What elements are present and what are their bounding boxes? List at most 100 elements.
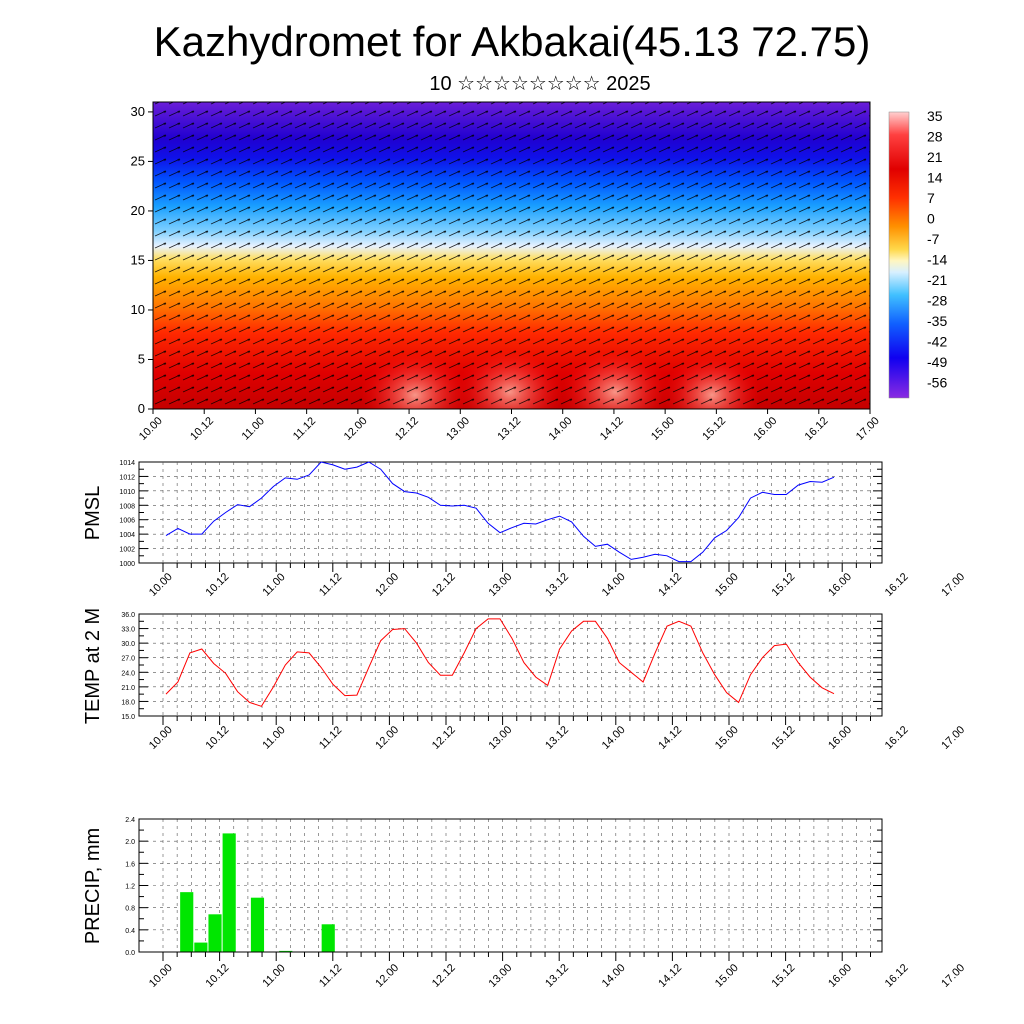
x-tick-label: 15.00 xyxy=(713,724,741,752)
heatmap-x-tick-label: 13.12 xyxy=(495,415,523,443)
x-tick-label: 13.00 xyxy=(487,962,515,990)
x-tick-label: 12.12 xyxy=(430,724,458,752)
heatmap-x-tick-label: 14.00 xyxy=(547,415,575,443)
heatmap-y-tick-label: 20 xyxy=(131,203,145,218)
precip-bars xyxy=(180,833,335,952)
heatmap-y-tick-label: 30 xyxy=(131,104,145,119)
heatmap-y-tick-label: 15 xyxy=(131,252,145,267)
colorbar-label: 7 xyxy=(927,190,935,206)
x-tick-label: 11.12 xyxy=(317,571,344,598)
y-tick-label: 1004 xyxy=(119,532,135,539)
colorbar-label: -49 xyxy=(927,354,947,370)
precip-grid xyxy=(139,819,882,952)
heatmap-y-tick-label: 0 xyxy=(138,401,145,416)
x-tick-label: 13.12 xyxy=(543,571,571,599)
precip-bar xyxy=(279,950,293,952)
x-tick-label: 10.00 xyxy=(147,724,175,752)
heatmap-x-tick-label: 12.00 xyxy=(342,415,370,443)
x-tick-label: 15.12 xyxy=(770,962,798,990)
heatmap-x-tick-label: 15.00 xyxy=(649,415,677,443)
y-tick-label: 18.0 xyxy=(121,699,135,706)
y-tick-label: 1.2 xyxy=(125,884,135,891)
temperature-heatmap-panel: 0 5 10 15 20 25 30 10.00 10.12 11.00 11.12 12.00 12… xyxy=(131,101,947,443)
x-tick-label: 11.00 xyxy=(260,962,287,989)
heatmap-x-tick-label: 15.12 xyxy=(700,415,728,443)
wind-vector-overlay xyxy=(153,102,870,409)
x-tick-label: 14.00 xyxy=(600,571,628,599)
x-tick-label: 14.00 xyxy=(600,724,628,752)
heatmap-x-tick-label: 10.12 xyxy=(188,415,216,443)
precip-y-axis: 0.0 0.4 0.8 1.2 1.6 2.0 2.4 xyxy=(125,817,882,957)
x-tick-label: 10.12 xyxy=(204,571,232,599)
temp-x-axis: 10.00 10.12 11.00 11.12 12.00 12.12 13.00 13.12… xyxy=(147,716,967,752)
temp-y-axis: 15.0 18.0 21.0 24.0 27.0 30.0 33.0 36.0 xyxy=(121,612,882,721)
y-tick-label: 0.4 xyxy=(125,928,135,935)
y-tick-label: 2.4 xyxy=(125,817,135,824)
x-tick-label: 11.12 xyxy=(317,724,344,751)
y-tick-label: 1000 xyxy=(119,561,135,568)
x-tick-label: 12.12 xyxy=(430,571,458,599)
x-tick-label: 10.12 xyxy=(204,962,232,990)
heatmap-x-tick-label: 11.12 xyxy=(291,415,318,442)
colorbar-label: -28 xyxy=(927,293,947,309)
pmsl-y-label: PMSL xyxy=(82,486,104,540)
x-tick-label: 12.00 xyxy=(373,724,401,752)
colorbar-label: 0 xyxy=(927,211,935,227)
colorbar-labels: 35 28 21 14 7 0 -7 -14 -21 -28 -35 -42 -49 -56 xyxy=(927,108,947,391)
colorbar-label: -7 xyxy=(927,231,940,247)
y-tick-label: 1014 xyxy=(119,460,135,467)
y-tick-label: 15.0 xyxy=(121,714,135,721)
pmsl-series-line xyxy=(165,461,835,563)
heatmap-x-tick-label: 10.00 xyxy=(137,415,165,443)
heatmap-y-tick-label: 5 xyxy=(138,351,145,366)
precip-x-axis: 10.00 10.12 11.00 11.12 12.00 12.12 13.00 13.12… xyxy=(147,952,967,990)
heatmap-y-axis: 0 5 10 15 20 25 30 xyxy=(131,104,153,416)
heatmap-x-tick-label: 17.00 xyxy=(854,415,882,443)
temp-frame xyxy=(138,613,883,717)
pmsl-frame xyxy=(138,461,883,564)
x-tick-label: 14.00 xyxy=(600,962,628,990)
heatmap-x-tick-label: 14.12 xyxy=(598,415,626,443)
y-tick-label: 0.8 xyxy=(125,906,135,913)
colorbar-label: 28 xyxy=(927,129,943,145)
x-tick-label: 10.00 xyxy=(147,571,175,599)
chart-subtitle: 10 ☆☆☆☆☆☆☆☆ 2025 xyxy=(429,73,651,95)
x-tick-label: 16.00 xyxy=(826,571,854,599)
y-tick-label: 36.0 xyxy=(121,612,135,619)
x-tick-label: 17.00 xyxy=(939,724,967,752)
y-tick-label: 2.0 xyxy=(125,839,135,846)
precip-y-label: PRECIP, mm xyxy=(82,828,104,944)
x-tick-label: 14.12 xyxy=(656,724,684,752)
precip-bar xyxy=(250,897,265,952)
heatmap-x-tick-label: 16.00 xyxy=(751,415,779,443)
x-tick-label: 16.00 xyxy=(826,962,854,990)
heatmap-x-axis: 10.00 10.12 11.00 11.12 12.00 12.12 13.00 13.12… xyxy=(137,409,882,443)
x-tick-label: 16.12 xyxy=(883,724,911,752)
x-tick-label: 14.12 xyxy=(656,571,684,599)
precip-bar xyxy=(321,924,335,952)
x-tick-label: 17.00 xyxy=(939,571,967,599)
pmsl-grid xyxy=(139,462,882,563)
x-tick-label: 15.00 xyxy=(713,571,741,599)
precip-bar xyxy=(222,833,236,952)
y-tick-label: 1010 xyxy=(119,489,135,496)
x-tick-label: 11.00 xyxy=(260,571,287,598)
heatmap-y-tick-label: 25 xyxy=(131,153,145,168)
x-tick-label: 16.12 xyxy=(883,571,911,599)
colorbar-label: -14 xyxy=(927,252,947,268)
heatmap-y-tick-label: 10 xyxy=(131,302,145,317)
chart-title: Kazhydromet for Akbakai(45.13 72.75) xyxy=(153,18,871,65)
x-tick-label: 16.00 xyxy=(826,724,854,752)
x-tick-label: 13.12 xyxy=(543,724,571,752)
heatmap-x-tick-label: 16.12 xyxy=(803,415,831,443)
x-tick-label: 11.00 xyxy=(260,724,287,751)
x-tick-label: 13.00 xyxy=(487,571,515,599)
x-tick-label: 15.12 xyxy=(770,724,798,752)
x-tick-label: 11.12 xyxy=(317,962,344,989)
x-tick-label: 12.00 xyxy=(373,962,401,990)
y-tick-label: 1006 xyxy=(119,518,135,525)
pmsl-y-axis: 1000 1002 1004 1006 1008 1010 1012 1014 xyxy=(119,460,882,568)
y-tick-label: 21.0 xyxy=(121,685,135,692)
